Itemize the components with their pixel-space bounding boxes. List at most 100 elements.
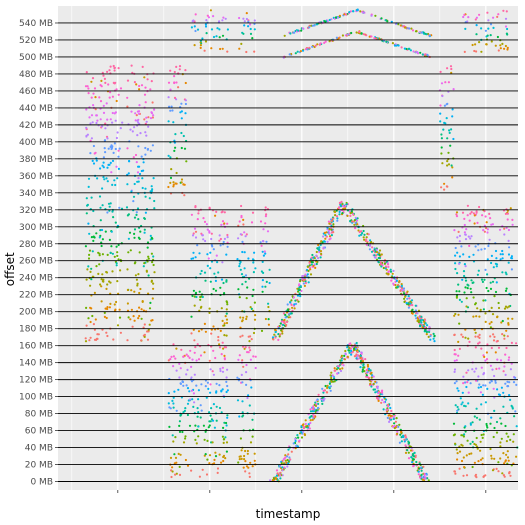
- data-point: [439, 120, 442, 123]
- data-point: [241, 320, 244, 323]
- data-point: [340, 354, 343, 357]
- data-point: [264, 285, 267, 288]
- data-point: [453, 433, 456, 436]
- data-point: [454, 312, 457, 316]
- data-point: [112, 216, 115, 219]
- data-point: [224, 436, 227, 439]
- data-point: [178, 430, 182, 433]
- data-point: [315, 403, 318, 406]
- data-point: [403, 292, 406, 295]
- data-point: [402, 25, 405, 28]
- data-point: [460, 403, 463, 406]
- data-point: [219, 237, 222, 241]
- data-point: [453, 470, 456, 473]
- data-point: [341, 203, 344, 206]
- data-point: [429, 338, 432, 341]
- data-point: [168, 105, 171, 108]
- data-point: [169, 176, 173, 179]
- data-point: [119, 269, 122, 272]
- data-point: [302, 430, 305, 433]
- data-point: [392, 416, 395, 419]
- data-point: [225, 318, 229, 321]
- data-point: [143, 76, 146, 79]
- data-point: [486, 343, 489, 346]
- data-point: [486, 273, 489, 276]
- data-point: [284, 459, 287, 462]
- data-point: [377, 256, 380, 260]
- data-point: [192, 251, 195, 254]
- data-point: [138, 306, 141, 309]
- data-point: [451, 115, 454, 118]
- data-point: [478, 13, 481, 16]
- data-point: [282, 462, 286, 465]
- data-point: [465, 305, 468, 308]
- data-point: [226, 414, 229, 417]
- data-point: [514, 410, 517, 413]
- data-point: [383, 401, 386, 404]
- data-point: [150, 112, 154, 115]
- data-point: [499, 44, 502, 47]
- data-point: [419, 51, 422, 54]
- data-point: [226, 236, 229, 239]
- data-point: [117, 292, 120, 295]
- data-point: [184, 407, 187, 410]
- data-point: [196, 407, 199, 410]
- data-point: [213, 426, 216, 429]
- data-point: [106, 118, 109, 121]
- data-point: [204, 279, 207, 282]
- data-point: [504, 289, 508, 292]
- data-point: [172, 406, 175, 409]
- data-point: [186, 368, 189, 371]
- data-point: [92, 209, 95, 213]
- data-point: [172, 355, 175, 358]
- data-point: [137, 145, 140, 148]
- data-point: [475, 379, 478, 382]
- data-point: [361, 368, 364, 371]
- data-point: [273, 333, 276, 336]
- data-point: [102, 161, 105, 164]
- data-point: [150, 80, 153, 83]
- data-point: [422, 465, 425, 468]
- data-point: [145, 116, 148, 119]
- data-point: [173, 149, 176, 152]
- data-point: [512, 440, 515, 443]
- data-point: [408, 304, 411, 307]
- data-point: [85, 212, 88, 215]
- data-point: [102, 278, 105, 281]
- data-point: [285, 323, 288, 327]
- data-point: [199, 404, 202, 407]
- data-point: [93, 291, 96, 294]
- data-point: [184, 435, 187, 438]
- data-point: [225, 380, 228, 383]
- data-point: [278, 465, 281, 468]
- data-point: [114, 147, 117, 151]
- data-point: [472, 253, 475, 256]
- data-point: [414, 314, 417, 317]
- data-point: [173, 96, 177, 99]
- data-point: [102, 74, 105, 77]
- data-point: [109, 202, 112, 205]
- y-tick-label: 220 MB: [19, 291, 53, 301]
- data-point: [143, 118, 146, 121]
- data-point: [264, 252, 267, 255]
- data-point: [188, 390, 191, 393]
- data-point: [143, 217, 146, 220]
- data-point: [332, 223, 335, 226]
- data-point: [275, 474, 279, 477]
- data-point: [135, 211, 138, 214]
- data-point: [448, 131, 451, 134]
- data-point: [465, 371, 468, 374]
- data-point: [495, 265, 498, 268]
- data-point: [175, 171, 178, 175]
- data-point: [194, 29, 197, 33]
- data-point: [496, 315, 499, 318]
- data-point: [209, 368, 212, 371]
- data-point: [146, 330, 149, 333]
- data-point: [404, 295, 407, 298]
- data-point: [476, 447, 479, 450]
- data-point: [288, 456, 291, 459]
- data-point: [375, 248, 378, 251]
- data-point: [216, 27, 219, 30]
- data-point: [500, 321, 503, 324]
- data-point: [463, 231, 466, 234]
